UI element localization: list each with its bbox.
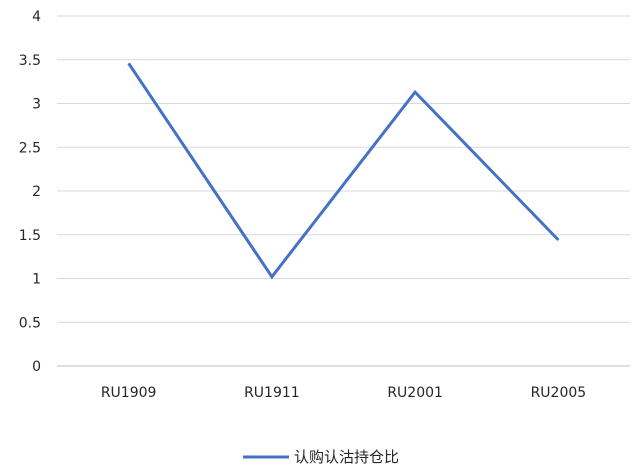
legend-label: 认购认沽持仓比 <box>294 448 399 466</box>
x-tick-label: RU1909 <box>101 385 157 401</box>
y-tick-label: 3.5 <box>19 53 41 69</box>
y-tick-label: 4 <box>32 9 41 25</box>
series-lines <box>127 62 560 280</box>
legend: 认购认沽持仓比 <box>243 448 399 466</box>
x-axis-tick-labels: RU1909 RU1911 RU2001 RU2005 <box>101 385 586 401</box>
y-tick-label: 1 <box>32 272 41 288</box>
series-line <box>127 62 560 280</box>
y-tick-label: 1.5 <box>19 228 41 244</box>
x-tick-label: RU2005 <box>531 385 587 401</box>
y-tick-label: 0 <box>32 359 41 375</box>
y-tick-label: 2.5 <box>19 140 41 156</box>
y-tick-label: 3 <box>32 97 41 113</box>
x-tick-label: RU2001 <box>387 385 443 401</box>
y-axis-tick-labels: 0 0.5 1 1.5 2 2.5 3 3.5 4 <box>19 9 41 375</box>
gridlines <box>57 15 630 323</box>
y-tick-label: 2 <box>32 184 41 200</box>
y-tick-label: 0.5 <box>19 315 41 331</box>
x-tick-label: RU1911 <box>244 385 300 401</box>
